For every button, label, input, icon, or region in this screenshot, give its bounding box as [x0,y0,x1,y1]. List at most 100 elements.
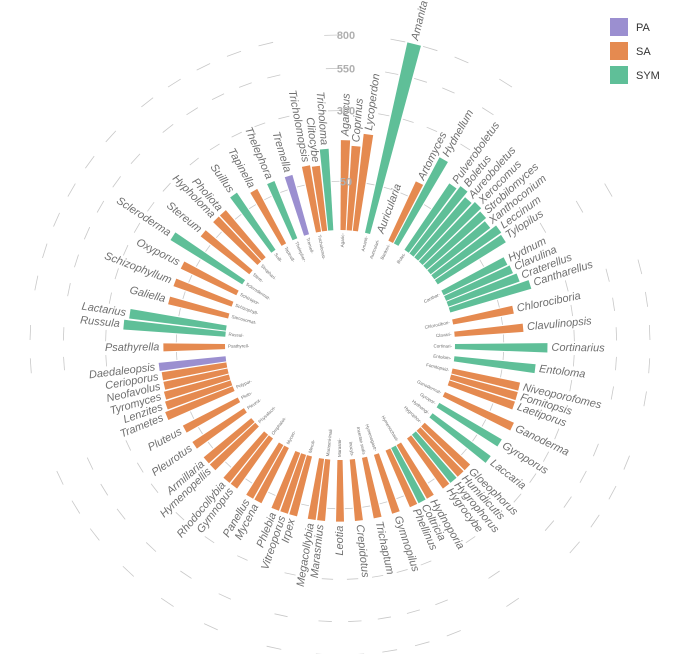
order-label: Physalacri- [257,405,277,424]
grid-segment [176,352,178,360]
bar-tylopilus [434,234,506,285]
bar-leotia [336,459,344,522]
grid-segment [85,155,95,169]
bar-coltricia [391,445,426,504]
genus-label: Entoloma [538,363,586,381]
bar-neofavolus [163,368,229,390]
grid-segment [481,419,487,427]
grid-segment [396,495,404,500]
bar-gloeophorus [421,422,471,471]
bar-cerioporus [161,362,228,381]
grid-segment [245,478,253,484]
bar-irpex [289,455,312,517]
bar-crepidotus [349,459,363,522]
genus-label: Lycoperdon [363,73,383,131]
grid-segment [234,214,242,220]
order-label: Tapinell- [283,246,296,264]
grid-segment [29,358,32,374]
bar-lycoperdon [352,133,374,232]
grid-segment [406,609,420,614]
genus-label: Leotia [334,526,346,556]
bar-pluteus [182,397,241,433]
grid-segment [544,520,555,531]
grid-segment [147,201,155,212]
order-label: Marasmi- [337,438,342,457]
genus-label: Cortinarius [551,342,605,355]
grid-segment [570,304,574,317]
grid-segment [264,195,272,201]
grid-segment [238,82,252,88]
order-label: Tricholomat- [317,234,327,260]
grid-segment [442,87,455,94]
order-label: Auriculari- [369,238,381,259]
grid-segment [472,434,478,442]
grid-segment [414,78,428,83]
grid-segment [420,560,432,566]
order-label: Suill- [273,252,283,263]
grid-segment [209,143,220,151]
bar-cortinarius [454,343,548,353]
grid-segment [569,541,580,554]
grid-segment [481,107,494,116]
grid-segment [284,572,296,576]
bar-entoloma [453,356,536,374]
grid-segment [637,259,643,275]
legend: PA SA SYM [610,18,660,84]
grid-segment [542,451,550,462]
grid-segment [116,508,126,520]
bar-schizophyllum [173,278,234,307]
grid-segment [112,176,121,188]
grid-segment [53,212,60,227]
grid-segment [423,204,432,210]
bar-thelephora [267,180,298,241]
bar-hydnellum [393,157,448,246]
grid-segment [162,182,171,192]
bar-pleurotus [192,408,247,449]
grid-segment [218,593,232,600]
legend-label-sa: SA [636,46,651,58]
bar-hydnum [441,257,508,296]
grid-segment [178,308,181,317]
grid-segment [190,411,195,419]
bar-artomyces [388,181,424,243]
order-label: Agaric- [340,232,345,247]
bar-russula [123,319,226,337]
order-label: Fomitopsid- [426,362,451,372]
bar-tricholoma [319,148,334,231]
genus-label: Galiella [128,284,167,305]
order-label: Amanit- [360,235,369,252]
grid-segment [400,192,408,197]
grid-segment [396,569,408,573]
order-label: Hymenogastr- [364,424,378,453]
grid-segment [71,500,81,514]
grid-segment [422,45,438,52]
order-label: Chlorocibori- [424,320,450,330]
radial-tick-labels: 50 300 550 800 [337,30,355,188]
grid-segment [226,50,242,57]
grid-segment [225,461,232,468]
legend-label-sym: SYM [636,70,660,82]
grid-segment [513,493,522,503]
grid-segment [489,403,494,411]
grid-segment [42,243,48,259]
grid-segment [248,204,257,210]
grid-segment [162,123,174,133]
grid-segment [529,473,537,484]
grid-segment [160,597,174,607]
grid-segment [89,528,100,541]
tick-label: 50 [340,176,352,188]
order-label: Psathyrell- [228,343,250,348]
grid-segment [207,441,214,449]
order-label: Hymenochaet- [380,415,400,443]
grid-segment [86,457,94,470]
bar-trichaptum [361,456,382,519]
grid-segment [231,131,242,138]
grid-segment [83,226,91,240]
grid-segment [590,514,600,528]
grid-segment [461,448,467,456]
bar-megacollybia [307,458,325,520]
grid-segment [215,231,222,239]
order-label: Clavari- [436,332,452,338]
genus-label: Russula [80,314,121,330]
order-label: Polypor- [235,378,253,389]
